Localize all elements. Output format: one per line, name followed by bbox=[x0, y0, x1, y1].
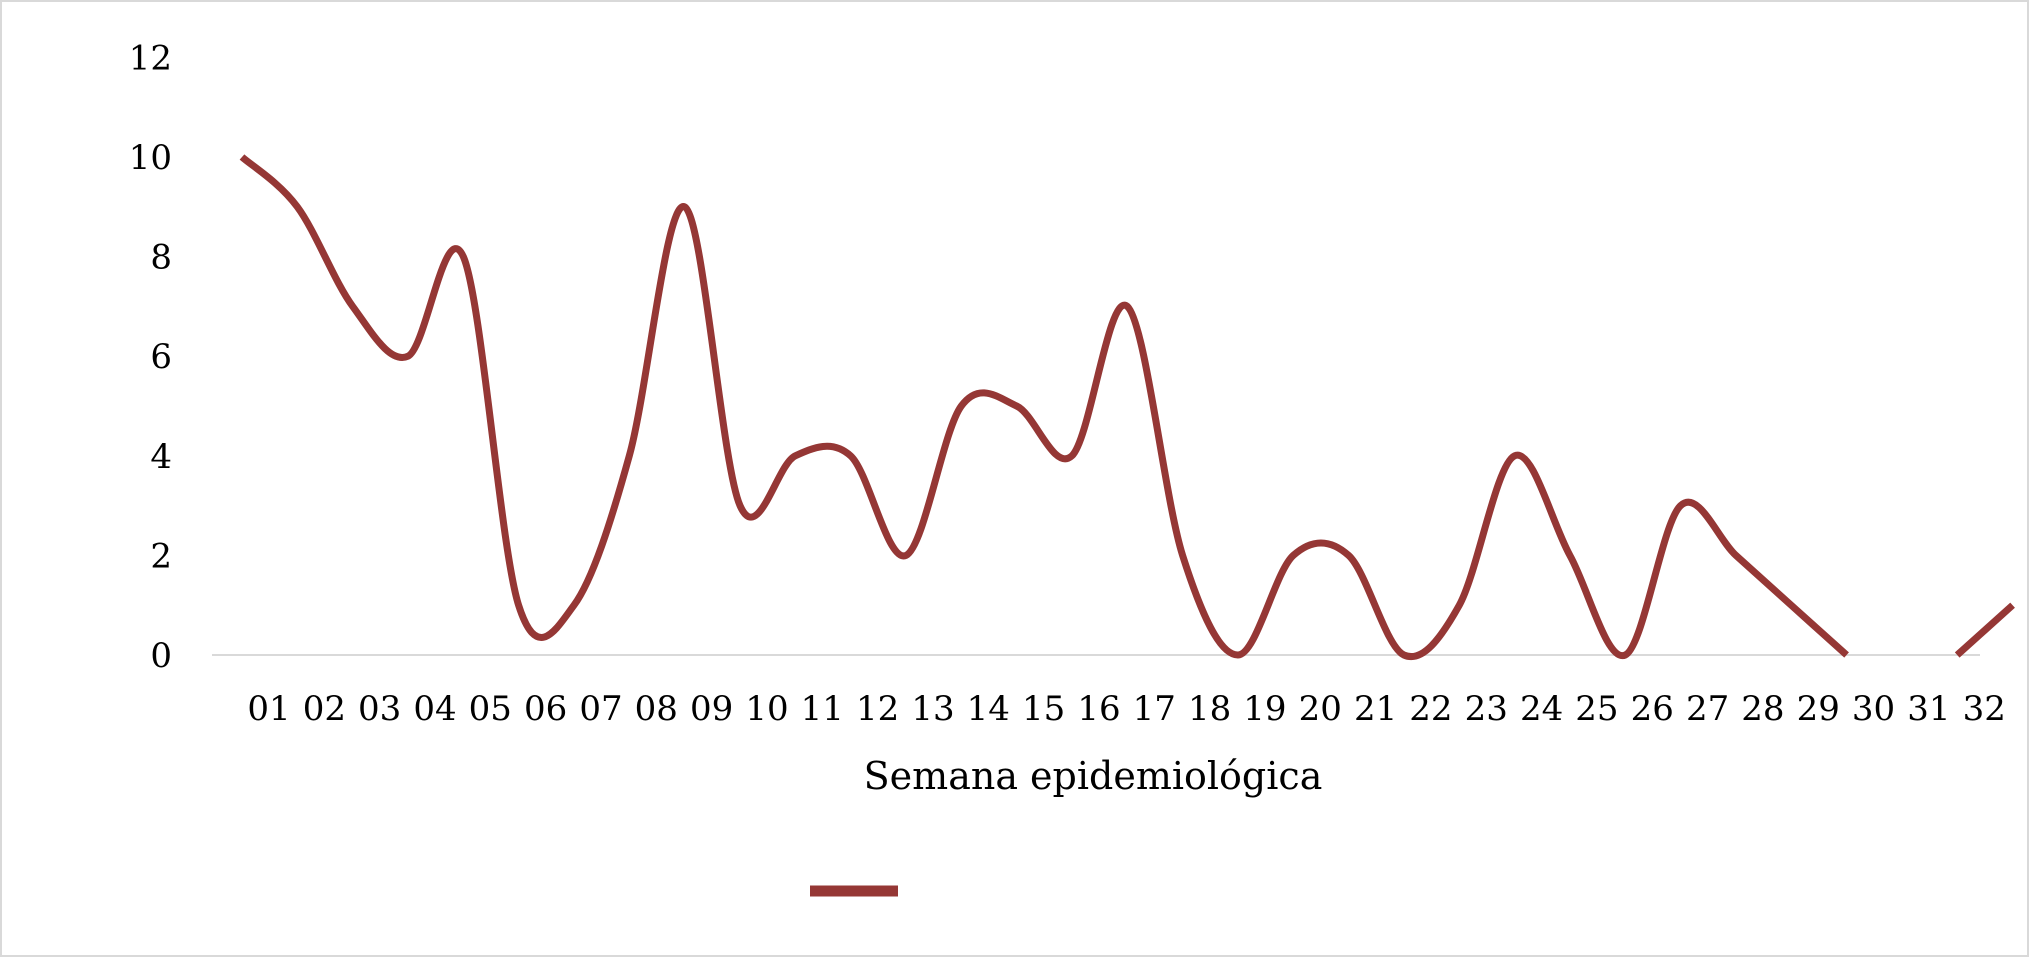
y-tick-label: 10 bbox=[129, 138, 172, 178]
x-tick-label: 22 bbox=[1409, 689, 1452, 729]
x-tick-label: 18 bbox=[1188, 689, 1231, 729]
x-tick-label: 01 bbox=[247, 689, 290, 729]
x-tick-label: 10 bbox=[745, 689, 788, 729]
x-tick-label: 19 bbox=[1243, 689, 1286, 729]
x-tick-label: 23 bbox=[1465, 689, 1508, 729]
x-tick-label: 03 bbox=[358, 689, 401, 729]
y-axis-ticks: 0 2 4 6 8 10 12 bbox=[129, 38, 172, 676]
x-tick-label: 26 bbox=[1631, 689, 1674, 729]
x-tick-label: 06 bbox=[524, 689, 567, 729]
x-tick-label: 32 bbox=[1963, 689, 2006, 729]
x-tick-label: 30 bbox=[1852, 689, 1895, 729]
y-tick-label: 12 bbox=[129, 38, 172, 78]
x-tick-label: 21 bbox=[1354, 689, 1397, 729]
y-tick-label: 6 bbox=[150, 337, 172, 377]
x-tick-label: 17 bbox=[1133, 689, 1176, 729]
series-line bbox=[1954, 602, 2015, 658]
x-tick-label: 27 bbox=[1686, 689, 1729, 729]
x-tick-label: 12 bbox=[856, 689, 899, 729]
y-tick-label: 0 bbox=[150, 636, 172, 676]
y-tick-label: 4 bbox=[150, 437, 172, 477]
y-tick-label: 2 bbox=[150, 536, 172, 576]
x-tick-label: 11 bbox=[801, 689, 844, 729]
x-tick-label: 04 bbox=[413, 689, 456, 729]
x-tick-label: 24 bbox=[1520, 689, 1563, 729]
y-tick-label: 8 bbox=[150, 238, 172, 278]
x-tick-label: 05 bbox=[469, 689, 512, 729]
x-axis-title: Semana epidemiológica bbox=[864, 754, 1323, 798]
x-tick-label: 13 bbox=[911, 689, 954, 729]
x-tick-label: 28 bbox=[1741, 689, 1784, 729]
x-tick-label: 31 bbox=[1907, 689, 1950, 729]
x-tick-label: 07 bbox=[579, 689, 622, 729]
series-group bbox=[239, 154, 2015, 661]
x-tick-label: 25 bbox=[1575, 689, 1618, 729]
x-tick-label: 29 bbox=[1797, 689, 1840, 729]
series-line bbox=[239, 154, 1849, 661]
x-tick-label: 02 bbox=[303, 689, 346, 729]
x-tick-label: 08 bbox=[635, 689, 678, 729]
x-tick-label: 15 bbox=[1022, 689, 1065, 729]
x-tick-label: 09 bbox=[690, 689, 733, 729]
x-tick-label: 14 bbox=[967, 689, 1010, 729]
x-axis-ticks: 01 02 03 04 05 06 07 08 09 10 11 12 13 14 15 16 17 18 19 20… bbox=[247, 689, 2005, 729]
x-tick-label: 20 bbox=[1299, 689, 1342, 729]
x-tick-label: 16 bbox=[1077, 689, 1120, 729]
